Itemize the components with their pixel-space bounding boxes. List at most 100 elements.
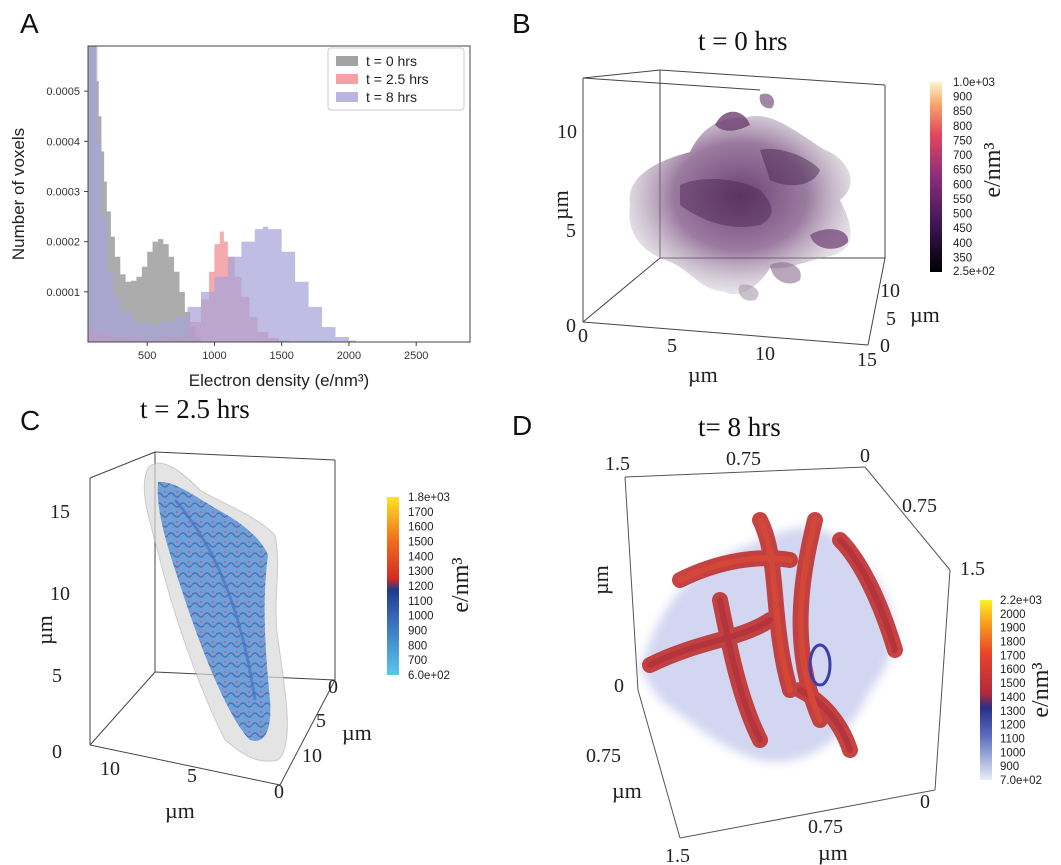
tick-label: 1.5	[665, 845, 690, 865]
tick-label: 0	[328, 676, 338, 698]
tick-label: 10	[100, 758, 120, 780]
panel-b-front-axis-label: µm	[688, 362, 718, 387]
panel-d-bottom-ticks: 0 0.75 1.5	[665, 791, 930, 865]
x-axis-label: Electron density (e/nm³)	[189, 371, 369, 390]
panel-c-vertical-axis-label: µm	[32, 615, 57, 645]
y-tick-label: 0.0003	[46, 186, 80, 198]
panel-b-front-ticks: 0 5 10 15	[578, 325, 877, 371]
panel-a-letter: A	[20, 8, 39, 39]
tick-label: 0	[274, 781, 284, 803]
panel-b-vertical-axis-label: µm	[548, 190, 573, 220]
tick-label: 5	[52, 665, 62, 687]
colorbar-max-label: 2.2e+03	[1000, 595, 1042, 607]
panel-b-title: t = 0 hrs	[698, 26, 788, 56]
tick-label: 10	[302, 745, 322, 767]
colorbar-tick-label: 1000	[1000, 747, 1026, 759]
panel-b-side-ticks: 0 5 10	[880, 280, 900, 357]
panel-c-vertical-ticks: 0 5 10 15	[50, 501, 70, 763]
tick-label: 0.75	[726, 448, 761, 470]
tick-label: 10	[50, 583, 70, 605]
panel-b-vertical-ticks: 0 5 10	[557, 121, 577, 337]
colorbar-tick-label: 1700	[408, 507, 434, 519]
panel-d-top-ticks: 1.5 0.75 0	[605, 445, 870, 475]
panel-c-front-ticks: 10 5	[100, 758, 197, 787]
tick-label: 0.75	[808, 816, 843, 838]
panel-d-volume	[640, 512, 903, 762]
legend-swatch	[336, 92, 358, 102]
colorbar-tick-label: 1700	[1000, 650, 1026, 662]
colorbar-tick-label: 750	[953, 135, 972, 147]
panel-c-side-axis-label: µm	[342, 720, 372, 745]
colorbar-unit-label: e/nm³	[448, 557, 474, 612]
legend-swatch	[336, 56, 358, 66]
panel-d-vertical-axis-label: µm	[588, 565, 613, 595]
tick-label: 0	[52, 741, 62, 763]
tick-label: 0.75	[586, 745, 621, 767]
tick-label: 5	[886, 308, 896, 330]
colorbar-tick-label: 1300	[1000, 706, 1026, 718]
legend-entry: t = 2.5 hrs	[366, 71, 429, 87]
panel-c-front-axis-label: µm	[165, 798, 195, 823]
colorbar-unit-label: e/nm³	[1028, 662, 1054, 717]
colorbar-tick-label: 650	[953, 165, 972, 177]
tick-label: 0	[578, 325, 588, 347]
tick-label: 0	[920, 791, 930, 813]
series-area	[88, 46, 201, 342]
panel-b-side-axis-label: µm	[910, 302, 940, 327]
panel-d-right-ticks: 0.75 1.5	[902, 495, 985, 580]
panel-d-bottom-axis-label: µm	[818, 840, 848, 865]
y-tick-label: 0.0002	[46, 237, 80, 249]
tick-label: 0.75	[902, 495, 937, 517]
x-tick-label: 500	[138, 350, 156, 362]
colorbar-min-label: 7.0e+02	[1000, 775, 1042, 787]
colorbar-tick-label: 500	[953, 209, 972, 221]
colorbar-tick-label: 700	[953, 150, 972, 162]
legend-swatch	[336, 74, 358, 84]
colorbar-tick-label: 1200	[408, 581, 434, 593]
colorbar-tick-label: 1200	[1000, 720, 1026, 732]
x-tick-label: 1500	[269, 350, 293, 362]
tick-label: 5	[316, 710, 326, 732]
legend: t = 0 hrs t = 2.5 hrs t = 8 hrs	[327, 47, 465, 111]
colorbar-tick-label: 800	[408, 640, 427, 652]
tick-label: 0	[880, 335, 890, 357]
colorbar-tick-label: 450	[953, 223, 972, 235]
colorbar-tick-label: 2000	[1000, 609, 1026, 621]
legend-entry: t = 8 hrs	[366, 89, 417, 105]
plot-frame	[87, 45, 471, 343]
tick-label: 10	[557, 121, 577, 143]
legend-entry: t = 0 hrs	[366, 53, 417, 69]
tick-label: 5	[187, 765, 197, 787]
colorbar-max-label: 1.0e+03	[953, 77, 995, 89]
colorbar-tick-label: 1300	[408, 566, 434, 578]
colorbar-unit-label: e/nm³	[980, 142, 1006, 197]
tick-label: 10	[755, 343, 775, 365]
colorbar-min-label: 6.0e+02	[408, 670, 450, 682]
colorbar-tick-label: 900	[953, 92, 972, 104]
colorbar-min-label: 2.5e+02	[953, 266, 995, 278]
panel-d-left-ticks: 0 0.75	[586, 675, 624, 767]
tick-label: 15	[857, 349, 877, 371]
panel-c-side-ticks: 0 5 10 0	[274, 676, 338, 803]
colorbar-tick-label: 850	[953, 106, 972, 118]
colorbar-tick-label: 900	[408, 626, 427, 638]
colorbar-tick-label: 800	[953, 121, 972, 133]
tick-label: 5	[667, 335, 677, 357]
y-tick-label: 0.0005	[46, 86, 80, 98]
panel-d-box	[624, 466, 951, 839]
panel-c-colorbar: 1.8e+03 6.0e+02 1700 1600 1500 1400 1300 1200…	[387, 492, 474, 682]
colorbar-tick-label: 1600	[1000, 664, 1026, 676]
colorbar-tick-label: 600	[953, 179, 972, 191]
panel-c-letter: C	[20, 405, 41, 436]
colorbar-tick-label: 550	[953, 194, 972, 206]
tick-label: 10	[880, 280, 900, 302]
colorbar-tick-label: 350	[953, 252, 972, 264]
panel-c-title: t = 2.5 hrs	[140, 394, 250, 424]
colorbar-tick-label: 900	[1000, 761, 1019, 773]
colorbar-tick-label: 1100	[408, 596, 433, 608]
x-tick-label: 2500	[404, 350, 428, 362]
y-tick-label: 0.0001	[46, 287, 80, 299]
